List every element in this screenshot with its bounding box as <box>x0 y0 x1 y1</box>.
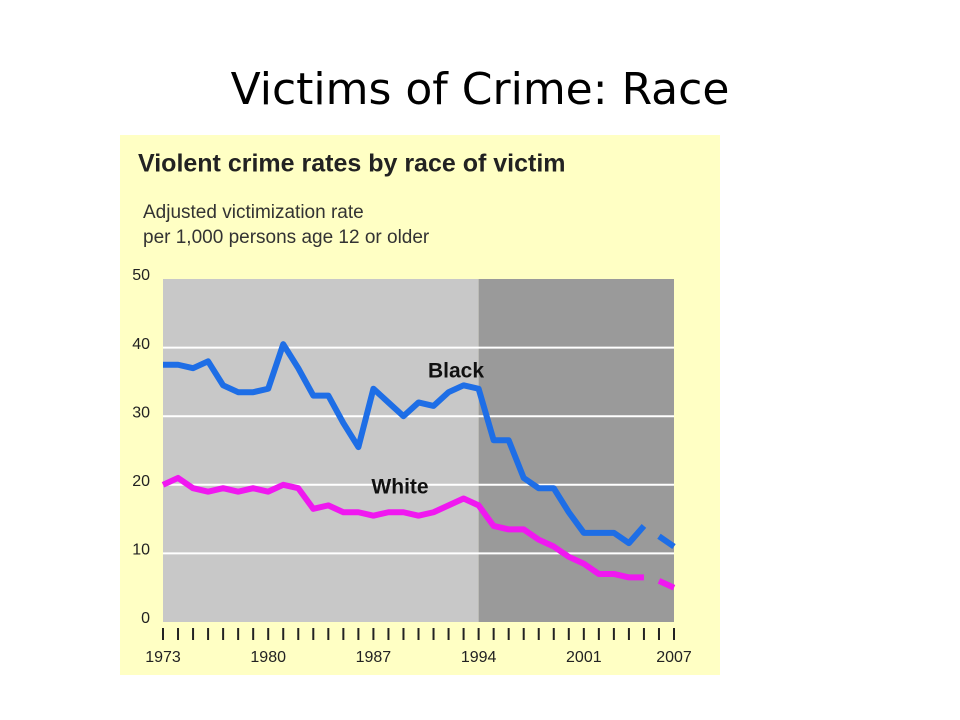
x-tick-label: 1980 <box>250 649 286 666</box>
y-tick-label: 0 <box>141 610 150 627</box>
y-tick-label: 30 <box>132 404 150 421</box>
slide-title: Victims of Crime: Race <box>231 64 730 115</box>
y-tick-label: 50 <box>132 267 150 284</box>
x-tick-label: 1994 <box>461 649 497 666</box>
series-line <box>163 341 647 547</box>
series-line <box>161 474 644 581</box>
series-line <box>657 578 676 591</box>
chart-title: Violent crime rates by race of victim <box>138 150 566 178</box>
series-label: Black <box>428 360 484 383</box>
shaded-region <box>478 279 674 622</box>
y-tick-label: 20 <box>132 473 150 490</box>
plot-background <box>163 279 479 622</box>
x-tick-label: 2001 <box>566 649 602 666</box>
y-tick-label: 10 <box>132 542 150 559</box>
x-tick-label: 1987 <box>356 649 392 666</box>
chart-subtitle: per 1,000 persons age 12 or older <box>143 227 430 248</box>
chart-subtitle: Adjusted victimization rate <box>143 202 364 223</box>
series-line <box>657 533 676 550</box>
x-tick-label: 1973 <box>145 649 181 666</box>
x-tick-label: 2007 <box>656 649 692 666</box>
y-tick-label: 40 <box>132 336 150 353</box>
series-label: White <box>371 476 428 499</box>
